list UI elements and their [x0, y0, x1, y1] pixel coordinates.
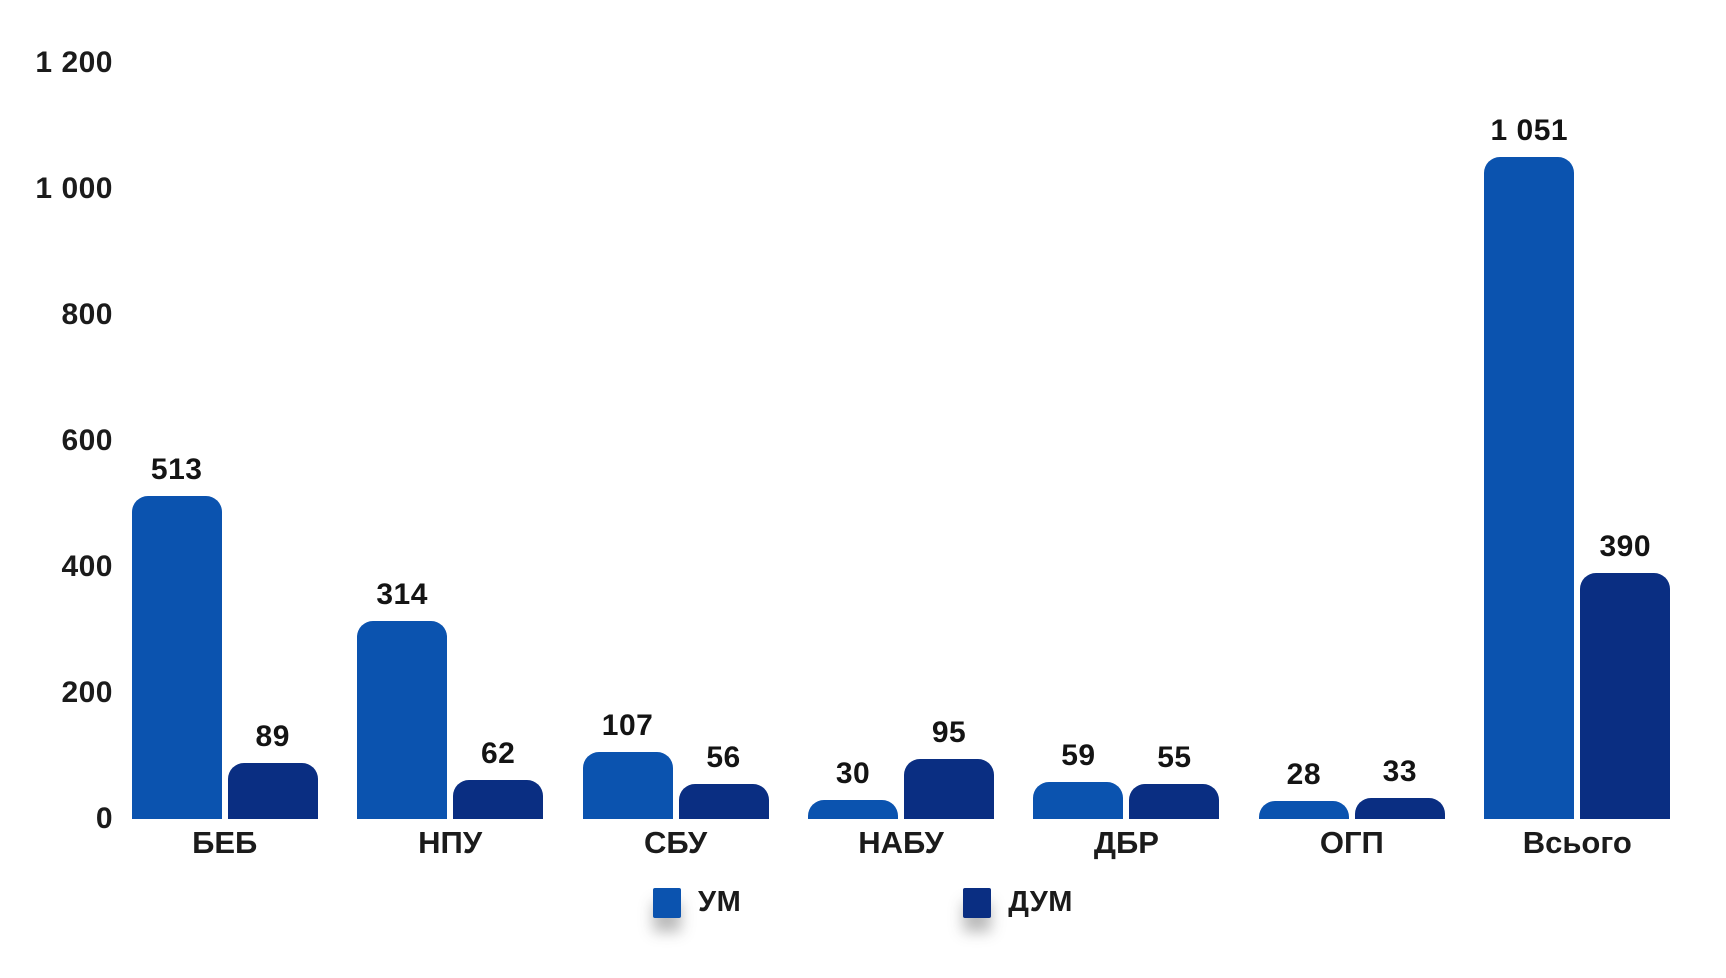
y-axis-tick-label: 0: [95, 802, 113, 835]
bar-value-label: 95: [931, 716, 967, 749]
bar-УМ-ДБР: [1033, 782, 1124, 819]
bar-УМ-Всього: [1484, 157, 1575, 819]
bar-value-label: 62: [480, 737, 516, 770]
y-axis-tick-label: 1 000: [35, 172, 113, 205]
y-axis-tick-label: 800: [61, 298, 113, 331]
legend-item-ДУМ: ДУМ: [963, 886, 1073, 919]
category-label-СБУ: СБУ: [643, 825, 708, 860]
bar-value-label: 28: [1286, 758, 1322, 791]
bar-ДУМ-ОГП: [1354, 798, 1445, 819]
legend-swatch-ДУМ: [963, 887, 992, 918]
bar-value-label: 56: [706, 741, 741, 774]
category-label-ДБР: ДБР: [1093, 825, 1159, 860]
bar-ДУМ-СБУ: [678, 784, 769, 819]
y-axis-tick-label: 200: [61, 676, 113, 709]
legend-item-УМ: УМ: [653, 886, 741, 919]
bar-value-label: 59: [1061, 739, 1096, 772]
y-axis-tick-label: 600: [61, 424, 113, 457]
bar-ДУМ-Всього: [1580, 573, 1671, 819]
bar-УМ-ОГП: [1258, 801, 1349, 819]
bar-value-label: 55: [1157, 741, 1192, 774]
bar-ДУМ-БЕБ: [227, 763, 318, 819]
bar-value-label: 89: [255, 720, 290, 753]
category-label-Всього: Всього: [1522, 825, 1632, 860]
bar-value-label: 390: [1599, 530, 1652, 563]
bar-value-label: 314: [376, 578, 428, 611]
bar-УМ-БЕБ: [131, 496, 222, 819]
bar-value-label: 1 051: [1490, 114, 1569, 147]
bar-value-label: 107: [601, 709, 654, 742]
bar-ДУМ-НПУ: [453, 780, 544, 819]
category-label-НПУ: НПУ: [418, 825, 483, 860]
bar-УМ-НПУ: [357, 621, 448, 819]
bar-УМ-СБУ: [582, 752, 673, 819]
legend: УМ ДУМ: [0, 886, 1726, 919]
bar-value-label: 30: [835, 757, 871, 790]
legend-label: УМ: [698, 886, 742, 918]
legend-swatch-УМ: [653, 887, 682, 918]
legend-label: ДУМ: [1008, 886, 1073, 918]
y-axis-tick-label: 1 200: [35, 46, 113, 79]
bar-ДУМ-НАБУ: [904, 759, 994, 819]
category-label-ОГП: ОГП: [1319, 825, 1384, 860]
bar-ДУМ-ДБР: [1129, 784, 1220, 819]
y-axis-tick-label: 400: [61, 550, 113, 583]
bar-value-label: 513: [150, 453, 203, 486]
category-label-БЕБ: БЕБ: [192, 825, 258, 860]
category-label-НАБУ: НАБУ: [858, 825, 944, 860]
bar-УМ-НАБУ: [808, 800, 898, 819]
bar-value-label: 33: [1382, 755, 1418, 788]
